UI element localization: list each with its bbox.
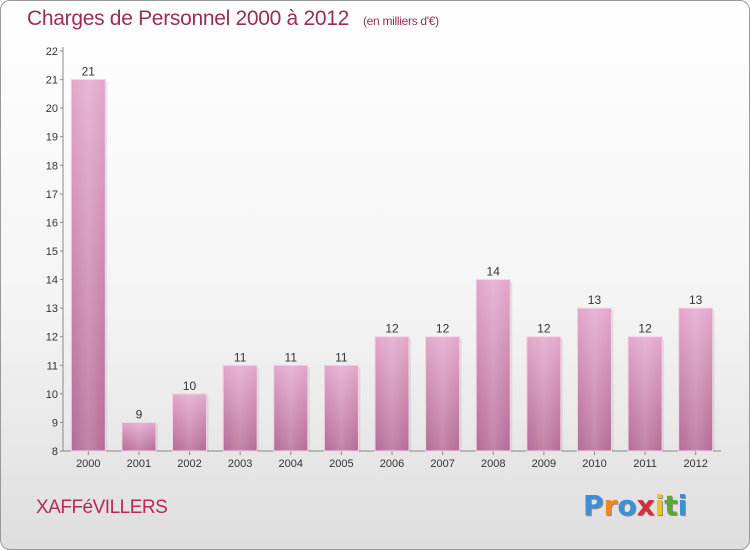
commune-name: XAFFéVILLERS xyxy=(36,497,168,518)
bar-value-label: 14 xyxy=(487,265,501,279)
logo-letter: t xyxy=(664,489,678,522)
chart-subtitle: (en milliers d'€) xyxy=(362,14,439,28)
logo-letter: r xyxy=(603,489,618,522)
bar-value-label: 13 xyxy=(588,293,602,307)
labels: 21 2000 9 2001 10 2002 11 2003 11 2004 11 2005 12 200… xyxy=(76,65,708,470)
x-tick-label: 2004 xyxy=(279,458,303,470)
bar-value-label: 9 xyxy=(136,407,143,421)
bar-value-label: 11 xyxy=(234,350,247,364)
logo-letter: o xyxy=(617,489,637,522)
y-tick-label: 11 xyxy=(47,360,58,372)
bar-highlight xyxy=(71,79,106,452)
bar-highlight xyxy=(628,336,663,451)
logo-letter: x xyxy=(636,489,655,522)
x-tick-label: 2006 xyxy=(380,458,404,470)
x-tick-label: 2011 xyxy=(633,458,657,470)
y-tick-label: 18 xyxy=(46,160,58,172)
x-tick-label: 2003 xyxy=(228,458,252,470)
x-tick-label: 2012 xyxy=(683,458,707,470)
bar-value-label: 12 xyxy=(385,322,399,336)
bar-value-label: 21 xyxy=(82,65,96,79)
x-tick-label: 2007 xyxy=(430,458,454,470)
y-tick-label: 17 xyxy=(46,189,58,201)
bars xyxy=(70,79,715,452)
bar-highlight xyxy=(375,336,409,451)
y-tick-label: 21 xyxy=(46,75,58,87)
x-tick-label: 2001 xyxy=(127,458,151,470)
x-tick-label: 2010 xyxy=(582,458,606,470)
bar-highlight xyxy=(121,422,156,451)
x-tick-label: 2005 xyxy=(329,458,353,470)
logo-letter: P xyxy=(583,489,604,522)
y-tick-label: 16 xyxy=(46,217,58,229)
y-tick-label: 8 xyxy=(52,446,58,458)
bar-highlight xyxy=(577,308,612,451)
bar-highlight xyxy=(223,365,258,451)
bar-highlight xyxy=(526,336,561,451)
y-tick-label: 12 xyxy=(46,332,58,344)
y-tick-label: 10 xyxy=(46,389,58,401)
chart-title: Charges de Personnel 2000 à 2012 (en mill… xyxy=(27,7,439,31)
bar-highlight xyxy=(678,308,713,451)
bar-value-label: 10 xyxy=(183,379,197,393)
bar-value-label: 12 xyxy=(537,322,551,336)
bar-highlight xyxy=(324,365,359,451)
y-tick-label: 13 xyxy=(46,303,58,315)
y-tick-label: 15 xyxy=(46,246,58,258)
logo-letter: i xyxy=(677,489,688,522)
bar-value-label: 13 xyxy=(689,293,703,307)
bar-highlight xyxy=(273,365,308,451)
y-tick-label: 19 xyxy=(46,132,58,144)
bar-value-label: 12 xyxy=(638,322,652,336)
y-tick-label: 14 xyxy=(46,275,58,287)
y-tick-label: 22 xyxy=(46,46,58,58)
logo-letter: i xyxy=(654,489,665,522)
bar-value-label: 12 xyxy=(436,322,450,336)
y-tick-label: 9 xyxy=(52,417,58,429)
x-tick-label: 2009 xyxy=(532,458,556,470)
bar-highlight xyxy=(172,393,207,451)
title-text: Charges de Personnel 2000 à 2012 xyxy=(27,7,349,30)
proxiti-logo: Proxiti xyxy=(583,489,687,522)
bar-highlight xyxy=(476,279,511,451)
bar-highlight xyxy=(425,336,460,451)
bar-value-label: 11 xyxy=(285,350,298,364)
x-tick-label: 2008 xyxy=(481,458,505,470)
x-tick-label: 2000 xyxy=(76,458,100,470)
x-tick-label: 2002 xyxy=(177,458,201,470)
y-tick-label: 20 xyxy=(46,103,58,115)
bar-value-label: 11 xyxy=(335,350,348,364)
